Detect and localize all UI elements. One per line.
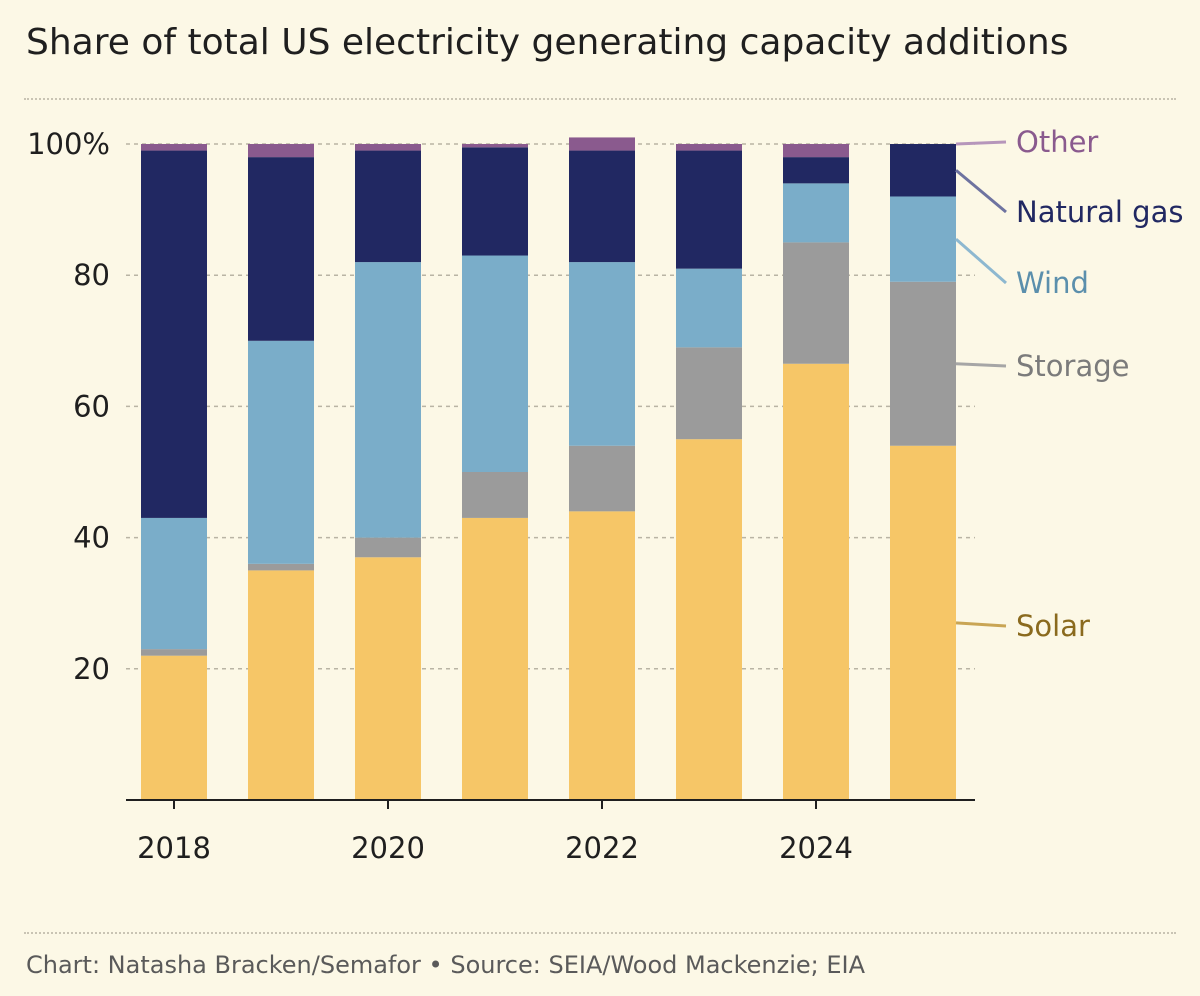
x-tick-label: 2018: [137, 831, 211, 865]
bar-segment-storage: [676, 347, 742, 440]
bar-segment-other: [248, 144, 314, 158]
bar-segment-natural-gas: [569, 150, 635, 263]
bar-segment-natural-gas: [248, 157, 314, 341]
bar-segment-storage: [462, 472, 528, 518]
bar-segment-storage: [141, 649, 207, 656]
bars: [141, 137, 956, 800]
bar-segment-other: [355, 144, 421, 151]
bar-segment-wind: [462, 255, 528, 472]
bar-segment-storage: [890, 281, 956, 446]
y-axis-ticks: 100% 80 60 40 20: [27, 127, 110, 686]
bar-segment-solar: [676, 439, 742, 800]
x-tick-label: 2020: [351, 831, 425, 865]
bar-segment-storage: [248, 563, 314, 571]
bar-segment-wind: [141, 517, 207, 650]
legend-label-solar: Solar: [1016, 609, 1090, 643]
bar-segment-storage: [569, 445, 635, 512]
bar-segment-natural-gas: [783, 157, 849, 184]
y-tick-label: 60: [73, 389, 110, 423]
bar-segment-natural-gas: [141, 150, 207, 518]
bar-segment-solar: [462, 517, 528, 800]
y-tick-label: 20: [73, 652, 110, 686]
x-tick-label: 2024: [779, 831, 853, 865]
bar-segment-other: [783, 144, 849, 158]
bar-segment-wind: [676, 268, 742, 348]
stacked-bar-chart: 100% 80 60 40 20 2018 2020 2022 2024 Solar Stora…: [27, 125, 1183, 865]
legend-leader-storage: [955, 362, 1007, 368]
legend-label-storage: Storage: [1016, 349, 1129, 383]
footer-divider: [24, 932, 1176, 934]
bar-segment-storage: [783, 242, 849, 364]
bar-segment-wind: [783, 183, 849, 243]
bar-segment-wind: [355, 262, 421, 538]
bar-segment-wind: [890, 196, 956, 282]
bar-segment-solar: [569, 511, 635, 800]
x-tick-label: 2022: [565, 831, 639, 865]
y-tick-label: 40: [73, 521, 110, 555]
bar-segment-wind: [569, 262, 635, 446]
chart-credit: Chart: Natasha Bracken/Semafor • Source:…: [26, 951, 866, 979]
title-divider: [24, 98, 1176, 100]
bar-segment-wind: [248, 340, 314, 564]
x-axis: 2018 2020 2022 2024: [126, 799, 975, 865]
bar-segment-solar: [783, 363, 849, 800]
y-tick-label: 80: [73, 258, 110, 292]
bar-segment-other: [141, 144, 207, 151]
legend-leader-other: [955, 140, 1007, 146]
bar-segment-solar: [890, 445, 956, 800]
bar-segment-natural-gas: [355, 150, 421, 263]
bar-segment-other: [462, 144, 528, 148]
legend-leader-solar: [955, 621, 1007, 628]
legend-label-wind: Wind: [1016, 266, 1089, 300]
bar-segment-other: [676, 144, 742, 151]
bar-segment-natural-gas: [462, 147, 528, 256]
y-tick-label: 100%: [27, 127, 110, 161]
bar-segment-natural-gas: [890, 144, 956, 197]
legend-leader-natural-gas: [955, 169, 1007, 214]
bar-segment-storage: [355, 537, 421, 558]
chart-title: Share of total US electricity generating…: [26, 22, 1069, 63]
bar-segment-solar: [355, 557, 421, 800]
legend-leader-wind: [955, 237, 1007, 285]
legend-label-natural-gas: Natural gas: [1016, 195, 1183, 229]
legend: Solar Storage Wind Natural gas Other: [955, 125, 1183, 643]
bar-segment-solar: [141, 655, 207, 800]
legend-label-other: Other: [1016, 125, 1098, 159]
bar-segment-natural-gas: [676, 150, 742, 269]
bar-segment-solar: [248, 570, 314, 800]
bar-segment-other: [569, 137, 635, 151]
